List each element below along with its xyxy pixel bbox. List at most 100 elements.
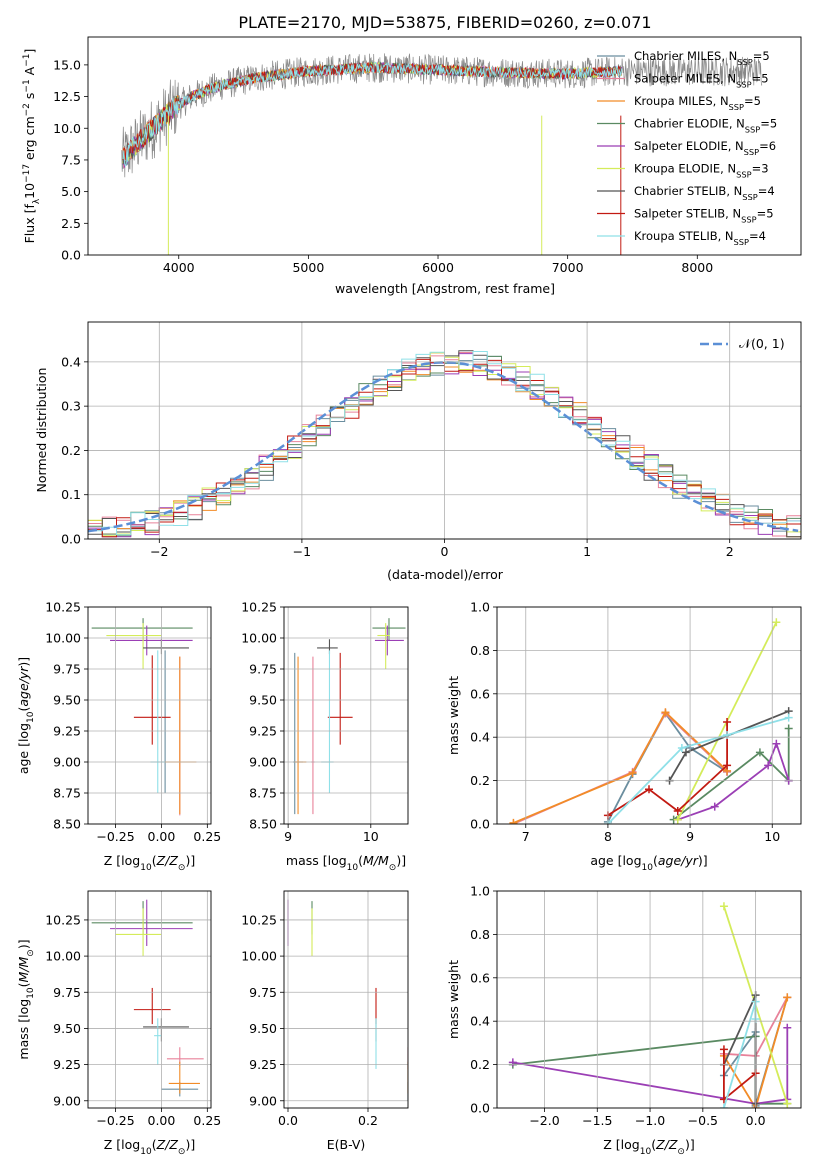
y-tick-label: 9.00 bbox=[53, 755, 81, 770]
point-marker bbox=[677, 744, 686, 753]
errorbar-point bbox=[154, 1018, 162, 1065]
x-tick-label: 0.0 bbox=[278, 1113, 298, 1128]
y-tick-label: 8.50 bbox=[249, 817, 277, 832]
plot-area bbox=[121, 53, 763, 255]
errorbar-point bbox=[91, 618, 193, 641]
y-tick-label: 1.0 bbox=[470, 884, 490, 899]
chart-mass_weight_vs_age: 7 8 9 10 0.0 0.2 0.4 0.6 0.8 1.0 age [log10(age/yr… bbox=[446, 600, 802, 873]
series-line bbox=[673, 728, 790, 821]
point-marker bbox=[783, 1099, 792, 1108]
figure-title: PLATE=2170, MJD=53875, FIBERID=0260, z=0… bbox=[238, 13, 651, 32]
legend-label: Salpeter MILES, NSSP=5 bbox=[634, 72, 769, 90]
chart-residuals: −2 −1 0 1 2 0.0 0.1 0.2 0.3 0.4 (data-model)/error… bbox=[34, 321, 802, 582]
series-line bbox=[607, 716, 789, 824]
y-tick-label: 9.00 bbox=[249, 755, 277, 770]
errorbar-point bbox=[294, 656, 307, 815]
y-axis-label: mass weight bbox=[446, 676, 461, 755]
plot-area bbox=[91, 899, 204, 1097]
errorbar-point bbox=[163, 656, 197, 815]
x-tick-label: 1 bbox=[583, 544, 591, 559]
errorbar-point bbox=[311, 656, 315, 815]
errorbar-point bbox=[133, 987, 171, 1025]
y-tick-label: 8.75 bbox=[53, 786, 81, 801]
legend-label: 𝒩(0, 1) bbox=[739, 336, 785, 351]
x-tick-label: 5000 bbox=[292, 260, 324, 275]
series-line bbox=[512, 1027, 789, 1105]
x-tick-label: 0.2 bbox=[358, 1113, 378, 1128]
errorbar-point bbox=[110, 899, 193, 946]
x-tick-label: 8 bbox=[604, 829, 612, 844]
point-marker bbox=[783, 993, 792, 1002]
point-marker bbox=[508, 1058, 517, 1067]
legend-label: Salpeter ELODIE, NSSP=6 bbox=[634, 139, 776, 157]
y-tick-label: 10.25 bbox=[45, 912, 81, 927]
point-marker bbox=[784, 724, 793, 733]
series-line bbox=[513, 711, 728, 824]
x-tick-label: 8000 bbox=[681, 260, 713, 275]
y-tick-label: 1.0 bbox=[470, 600, 490, 615]
x-tick-label: 0.25 bbox=[193, 829, 221, 844]
errorbar-point bbox=[91, 901, 193, 935]
y-tick-label: 9.25 bbox=[249, 724, 277, 739]
errorbar-point bbox=[321, 650, 334, 793]
y-tick-label: 9.50 bbox=[53, 693, 81, 708]
y-tick-label: 0.0 bbox=[61, 532, 81, 547]
chart-mass_weight_vs_Z: −2.0 −1.5 −1.0 −0.5 0.0 0.0 0.2 0.4 0.6 0.8 1.0 Z [… bbox=[446, 884, 802, 1157]
point-marker bbox=[509, 818, 518, 824]
point-marker bbox=[681, 748, 690, 757]
x-axis-label: (data-model)/error bbox=[387, 567, 504, 582]
x-axis-label: wavelength [Angstrom, rest frame] bbox=[335, 281, 555, 296]
axes-frame bbox=[87, 606, 212, 825]
errorbar-point bbox=[110, 625, 193, 656]
errorbar-point bbox=[115, 908, 162, 957]
y-tick-label: 10.25 bbox=[45, 600, 81, 615]
x-axis-label: Z [log10(Z/Z⊙)] bbox=[104, 1137, 195, 1157]
x-tick-label: 7 bbox=[522, 829, 530, 844]
x-tick-label: 0 bbox=[441, 544, 449, 559]
y-tick-label: 9.75 bbox=[53, 662, 81, 677]
y-tick-label: 9.25 bbox=[53, 724, 81, 739]
point-marker bbox=[645, 785, 653, 794]
y-axis-label: mass weight bbox=[446, 960, 461, 1039]
y-tick-label: 9.75 bbox=[249, 662, 277, 677]
y-tick-label: 0.6 bbox=[470, 970, 490, 985]
legend-label: Kroupa MILES, NSSP=5 bbox=[634, 94, 761, 112]
legend-label: Salpeter STELIB, NSSP=5 bbox=[634, 207, 774, 225]
errorbar-point bbox=[166, 1047, 204, 1067]
y-tick-label: 2.5 bbox=[61, 216, 81, 231]
y-tick-label: 0.2 bbox=[61, 443, 81, 458]
y-tick-label: 9.50 bbox=[249, 1021, 277, 1036]
x-tick-label: 2 bbox=[726, 544, 734, 559]
y-tick-label: 0.0 bbox=[470, 817, 490, 832]
legend-label: Kroupa ELODIE, NSSP=3 bbox=[634, 162, 769, 180]
point-marker bbox=[772, 739, 781, 748]
axes-frame bbox=[496, 890, 802, 1109]
legend-label: Chabrier MILES, NSSP=5 bbox=[634, 49, 770, 67]
x-tick-label: 9 bbox=[686, 829, 694, 844]
axes-frame bbox=[87, 321, 802, 540]
y-tick-label: 10.25 bbox=[241, 600, 277, 615]
point-marker bbox=[628, 769, 637, 778]
point-marker bbox=[710, 802, 719, 811]
errorbar-point bbox=[143, 639, 189, 655]
chart-mass_vs_ebv: 0.0 0.2 9.00 9.25 9.50 9.75 10.00 10.25 E(B-V) bbox=[241, 890, 409, 1152]
x-tick-label: 10 bbox=[764, 829, 780, 844]
plot-area bbox=[91, 618, 197, 816]
point-marker bbox=[723, 731, 732, 740]
y-tick-label: 0.6 bbox=[470, 686, 490, 701]
x-tick-label: 6000 bbox=[422, 260, 454, 275]
x-tick-label: −0.25 bbox=[96, 1113, 134, 1128]
errorbar-point bbox=[374, 625, 404, 656]
errorbar-point bbox=[377, 623, 390, 669]
y-tick-label: 12.5 bbox=[53, 89, 81, 104]
y-tick-label: 0.4 bbox=[470, 1014, 490, 1029]
y-tick-label: 9.75 bbox=[249, 985, 277, 1000]
y-tick-label: 9.75 bbox=[53, 985, 81, 1000]
y-tick-label: 0.3 bbox=[61, 399, 81, 414]
x-tick-label: 0.0 bbox=[746, 1113, 766, 1128]
x-tick-label: −2.0 bbox=[529, 1113, 559, 1128]
x-tick-label: 0.00 bbox=[148, 829, 176, 844]
x-tick-label: −1 bbox=[293, 544, 311, 559]
y-axis-label: mass [log10(M/M⊙)] bbox=[16, 939, 36, 1059]
